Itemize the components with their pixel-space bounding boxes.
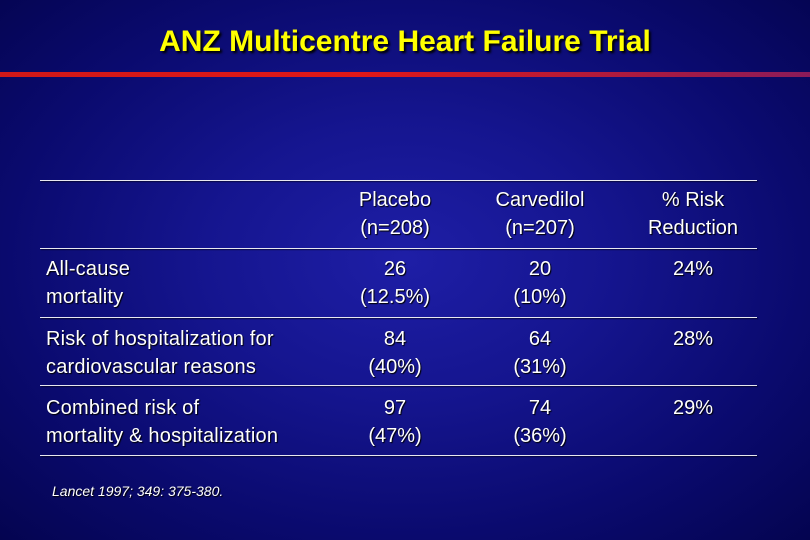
header-carvedilol: Carvedilol (n=207) bbox=[472, 186, 608, 242]
header-risk-reduction: % Risk Reduction bbox=[628, 186, 758, 242]
risk-reduction-cardiovascular-hospitalization: 28% bbox=[672, 328, 714, 350]
header-placebo-line1: Placebo bbox=[358, 189, 432, 211]
placebo-count: 26 bbox=[383, 258, 407, 280]
title-underline bbox=[0, 72, 810, 77]
row-label-line2: cardiovascular reasons bbox=[46, 356, 257, 378]
header-carvedilol-line2: (n=207) bbox=[505, 217, 575, 239]
row-label-cardiovascular-hospitalization: Risk of hospitalization for cardiovascul… bbox=[46, 325, 274, 381]
header-carvedilol-line1: Carvedilol bbox=[495, 189, 585, 211]
carvedilol-percent: (31%) bbox=[513, 356, 567, 378]
carvedilol-count: 74 bbox=[528, 397, 552, 419]
carvedilol-value-all-cause-mortality: 20 (10%) bbox=[472, 255, 608, 311]
carvedilol-count: 64 bbox=[528, 328, 552, 350]
row-rule bbox=[40, 385, 757, 386]
header-placebo-line2: (n=208) bbox=[360, 217, 430, 239]
row-label-line2: mortality bbox=[46, 286, 124, 308]
row-label-line1: All-cause bbox=[46, 258, 131, 280]
row-label-all-cause-mortality: All-cause mortality bbox=[46, 255, 130, 311]
carvedilol-count: 20 bbox=[528, 258, 552, 280]
row-label-line1: Risk of hospitalization for bbox=[46, 328, 274, 350]
placebo-count: 97 bbox=[383, 397, 407, 419]
risk-reduction-combined-risk: 29% bbox=[672, 397, 714, 419]
row-rule bbox=[40, 317, 757, 318]
header-placebo: Placebo (n=208) bbox=[340, 186, 450, 242]
placebo-percent: (12.5%) bbox=[359, 286, 431, 308]
placebo-percent: (47%) bbox=[368, 425, 422, 447]
table-bottom-rule bbox=[40, 455, 757, 456]
row-label-combined-risk: Combined risk of mortality & hospitaliza… bbox=[46, 394, 278, 450]
carvedilol-value-cardiovascular-hospitalization: 64 (31%) bbox=[472, 325, 608, 381]
placebo-value-all-cause-mortality: 26 (12.5%) bbox=[340, 255, 450, 311]
header-rule bbox=[40, 248, 757, 249]
citation: Lancet 1997; 349: 375-380. bbox=[52, 483, 224, 499]
placebo-count: 84 bbox=[383, 328, 407, 350]
table-top-rule bbox=[40, 180, 757, 181]
placebo-percent: (40%) bbox=[368, 356, 422, 378]
header-risk-reduction-line2: Reduction bbox=[647, 217, 739, 239]
carvedilol-value-combined-risk: 74 (36%) bbox=[472, 394, 608, 450]
row-label-line1: Combined risk of bbox=[46, 397, 200, 419]
risk-reduction-all-cause-mortality: 24% bbox=[672, 258, 714, 280]
header-risk-reduction-line1: % Risk bbox=[661, 189, 725, 211]
placebo-value-combined-risk: 97 (47%) bbox=[340, 394, 450, 450]
carvedilol-percent: (10%) bbox=[513, 286, 567, 308]
slide-title: ANZ Multicentre Heart Failure Trial bbox=[159, 25, 651, 58]
row-label-line2: mortality & hospitalization bbox=[46, 425, 279, 447]
carvedilol-percent: (36%) bbox=[513, 425, 567, 447]
placebo-value-cardiovascular-hospitalization: 84 (40%) bbox=[340, 325, 450, 381]
